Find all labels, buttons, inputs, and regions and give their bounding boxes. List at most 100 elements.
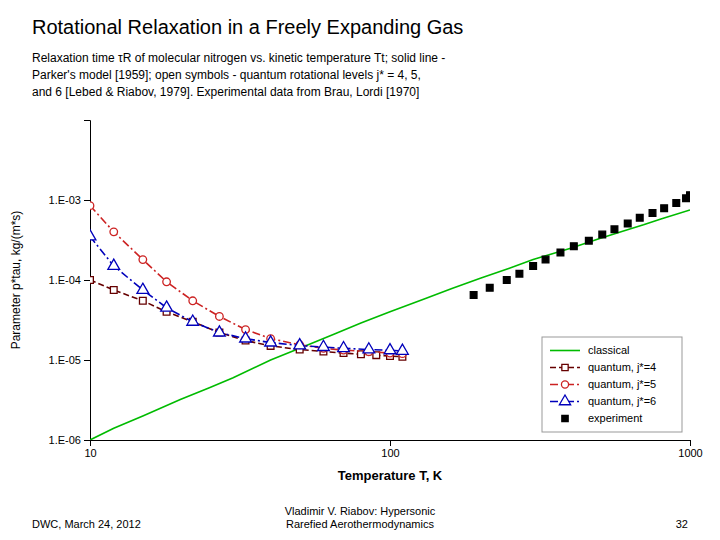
legend-label: quantum, j*=5 — [588, 378, 656, 390]
x-tick-label: 10 — [84, 447, 96, 459]
point — [163, 278, 171, 286]
point — [503, 277, 510, 284]
y-tick-label: 1.E-05 — [49, 354, 81, 366]
point — [139, 256, 147, 264]
point — [161, 301, 173, 311]
y-tick-label: 1.E-03 — [49, 194, 81, 206]
y-axis: 1.E-06 1.E-05 1.E-04 1.E-03 — [49, 121, 91, 447]
point — [542, 256, 549, 263]
y-tick: 1.E-06 — [49, 434, 90, 446]
point — [187, 315, 199, 325]
y-tick-mark — [84, 280, 90, 281]
y-tick-label: 1.E-06 — [49, 434, 81, 446]
legend-item: quantum, j*=6 — [550, 395, 656, 407]
point — [470, 292, 477, 299]
point — [265, 336, 277, 346]
point — [137, 283, 149, 293]
series — [470, 192, 690, 299]
subtitle: and 6 [Lebed & Riabov, 1979]. Experiment… — [32, 85, 419, 99]
point — [363, 343, 375, 353]
y-tick-mark — [84, 440, 90, 441]
y-axis-line — [84, 121, 91, 441]
y-tick: 1.E-05 — [49, 354, 90, 366]
legend-swatch — [562, 364, 568, 370]
title: Rotational Relaxation in a Freely Expand… — [32, 16, 463, 38]
point — [649, 210, 656, 217]
point — [90, 277, 93, 284]
legend-box — [542, 337, 682, 432]
subtitle: Parker's model [1959]; open symbols - qu… — [32, 68, 421, 82]
point — [110, 287, 117, 294]
legend-label: quantum, j*=6 — [588, 395, 656, 407]
plot-area — [90, 192, 690, 440]
legend-label: quantum, j*=4 — [588, 361, 656, 373]
chart: Rotational Relaxation in a Freely Expand… — [0, 0, 720, 540]
point — [636, 214, 643, 221]
point — [557, 249, 564, 256]
series — [90, 210, 690, 440]
legend-swatch — [559, 395, 570, 405]
point — [240, 332, 252, 342]
series-line — [90, 210, 690, 440]
legend-label: classical — [588, 344, 630, 356]
series — [90, 230, 408, 355]
legend-label: experiment — [588, 412, 642, 424]
point — [189, 297, 197, 305]
x-tick: 100 — [381, 440, 399, 459]
point — [90, 202, 94, 210]
series — [90, 277, 406, 360]
point — [673, 200, 680, 207]
legend-swatch — [550, 350, 580, 352]
annotation: 32 — [676, 518, 688, 530]
y-tick-mark — [84, 360, 90, 361]
point — [108, 259, 120, 269]
legend-item: experiment — [562, 412, 643, 424]
annotation: Vladimir V. Riabov: HypersonicRarefied A… — [285, 505, 436, 530]
x-axis: 10 100 1000 — [84, 440, 702, 459]
point — [530, 263, 537, 270]
y-axis-title: Parameter p*tau, kg/(m*s) — [9, 211, 23, 350]
y-tick: 1.E-03 — [49, 194, 90, 206]
legend: classical quantum, j*=4 quantum, j*=5 quant… — [542, 337, 682, 432]
point — [624, 220, 631, 227]
point — [611, 226, 618, 233]
x-tick: 10 — [84, 440, 96, 459]
legend-item: classical — [550, 344, 630, 356]
x-tick-label: 1000 — [678, 447, 702, 459]
series — [90, 202, 406, 358]
point — [486, 284, 493, 291]
legend-swatch — [561, 381, 568, 388]
point — [318, 340, 330, 350]
y-tick-mark — [84, 200, 90, 201]
legend-item: quantum, j*=5 — [550, 378, 656, 390]
point — [338, 342, 350, 352]
point — [397, 344, 409, 354]
point — [687, 192, 690, 199]
x-tick-label: 100 — [381, 447, 399, 459]
series-line — [90, 206, 402, 354]
x-axis-line — [91, 441, 691, 447]
series-line — [90, 280, 402, 357]
x-tick-mark — [690, 440, 691, 446]
point — [139, 297, 146, 304]
legend-item: quantum, j*=4 — [550, 361, 656, 373]
point — [599, 231, 606, 238]
subtitle: Relaxation time τR of molecular nitrogen… — [32, 51, 445, 65]
point — [516, 270, 523, 277]
point — [110, 228, 118, 236]
point — [384, 344, 396, 354]
point — [216, 313, 224, 321]
x-tick: 1000 — [678, 440, 702, 459]
point — [661, 205, 668, 212]
y-tick: 1.E-04 — [49, 274, 90, 286]
annotation: DWC, March 24, 2012 — [32, 518, 141, 530]
series-line — [90, 236, 402, 350]
point — [585, 237, 592, 244]
legend-swatch — [562, 415, 568, 421]
point — [90, 230, 96, 240]
point — [294, 339, 306, 349]
y-tick-label: 1.E-04 — [49, 274, 81, 286]
point — [214, 326, 226, 336]
x-tick-mark — [390, 440, 391, 446]
point — [570, 243, 577, 250]
